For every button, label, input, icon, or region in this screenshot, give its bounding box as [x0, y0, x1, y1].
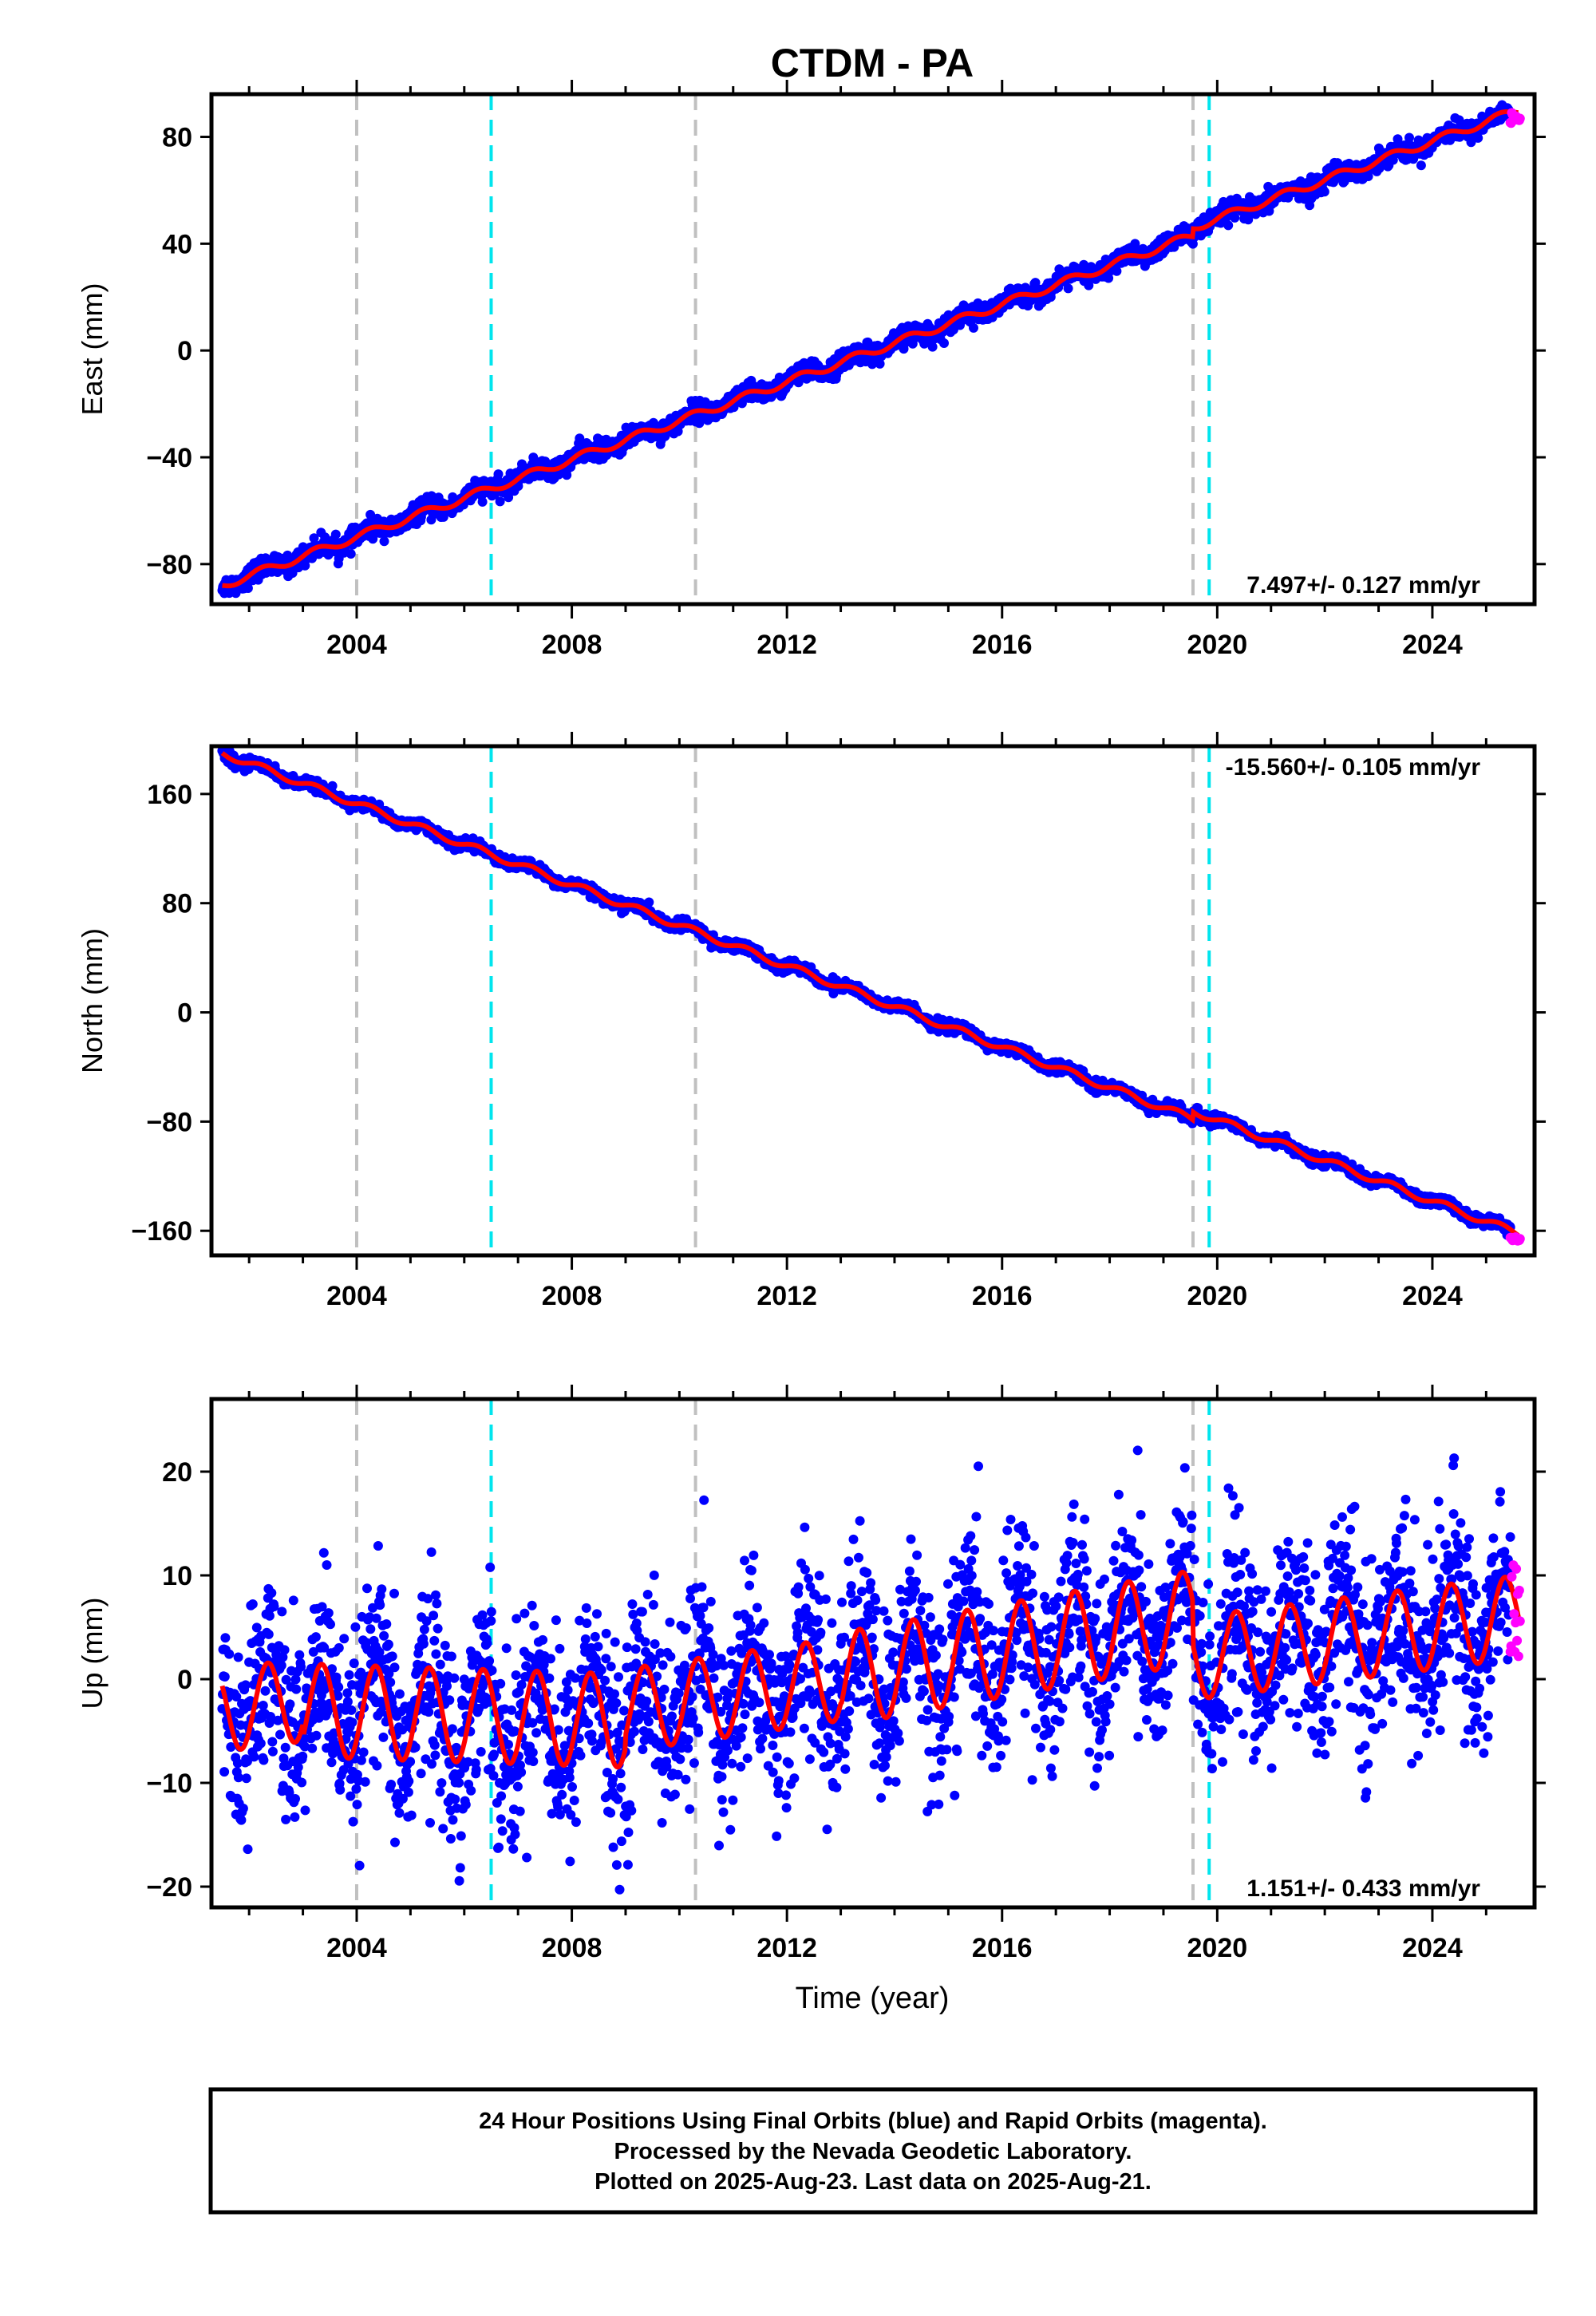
- data-point: [368, 534, 378, 544]
- data-point: [927, 342, 938, 352]
- data-point: [477, 496, 488, 507]
- data-point: [694, 418, 705, 429]
- x-tick-label: 2024: [1402, 630, 1463, 660]
- east-plot-frame: [209, 92, 1537, 607]
- x-tick-label: 2020: [1187, 630, 1248, 660]
- data-point: [1230, 212, 1240, 223]
- data-point: [493, 469, 504, 480]
- data-point: [379, 536, 389, 547]
- east-model-line: [222, 109, 1519, 589]
- data-point: [1030, 278, 1041, 288]
- y-tick-label: −40: [146, 443, 192, 473]
- data-point: [737, 398, 747, 409]
- data-point: [575, 433, 585, 444]
- data-point: [300, 560, 310, 571]
- data-point: [330, 529, 341, 539]
- y-tick-label: 40: [162, 229, 192, 259]
- data-point: [1084, 280, 1094, 290]
- data-point: [1393, 134, 1403, 144]
- data-point: [969, 322, 978, 333]
- data-point: [1169, 242, 1179, 252]
- data-point: [504, 492, 514, 503]
- data-point: [644, 897, 654, 907]
- data-point: [309, 533, 319, 543]
- x-tick-label: 2012: [757, 630, 817, 660]
- event-lines: [354, 94, 1211, 604]
- chart-title: CTDM - PA: [771, 41, 974, 85]
- east-x-ticks: 2004 2008 2012 2016 2020 2024: [247, 80, 1487, 660]
- data-point: [327, 781, 338, 791]
- y-tick-label: −80: [146, 550, 192, 580]
- data-point: [1319, 187, 1329, 197]
- y-tick-label: 0: [177, 336, 192, 366]
- east-rate-label: 7.497+/- 0.127 mm/yr: [1246, 572, 1480, 599]
- data-point: [346, 549, 356, 559]
- data-point: [1112, 266, 1122, 276]
- data-point: [1473, 132, 1483, 143]
- data-point: [1363, 172, 1373, 181]
- data-point: [243, 583, 253, 593]
- data-point: [1063, 283, 1073, 294]
- data-point: [875, 358, 885, 369]
- east-y-axis-label: East (mm): [76, 283, 109, 416]
- data-point: [513, 481, 523, 492]
- x-tick-label: 2008: [542, 630, 602, 660]
- data-point: [1223, 220, 1234, 231]
- data-point: [495, 496, 505, 507]
- east-rapid-points: [1505, 108, 1525, 128]
- data-point: [1104, 273, 1114, 283]
- east-data-points: [217, 100, 1515, 599]
- data-point: [1404, 132, 1414, 143]
- east-y-ticks: −80 −40 0 40 80: [146, 123, 1546, 580]
- data-point: [1130, 239, 1140, 249]
- data-point: [939, 338, 949, 348]
- y-tick-label: 80: [162, 123, 192, 153]
- east-panel: −80 −40 0 40 80 2004 2008 2012 2016 2020 2024 Eas…: [76, 80, 1546, 660]
- x-tick-label: 2004: [326, 630, 387, 660]
- rapid-point: [1515, 113, 1525, 124]
- x-tick-label: 2016: [972, 630, 1033, 660]
- data-point: [1416, 160, 1426, 171]
- event-lines: [354, 746, 1211, 1255]
